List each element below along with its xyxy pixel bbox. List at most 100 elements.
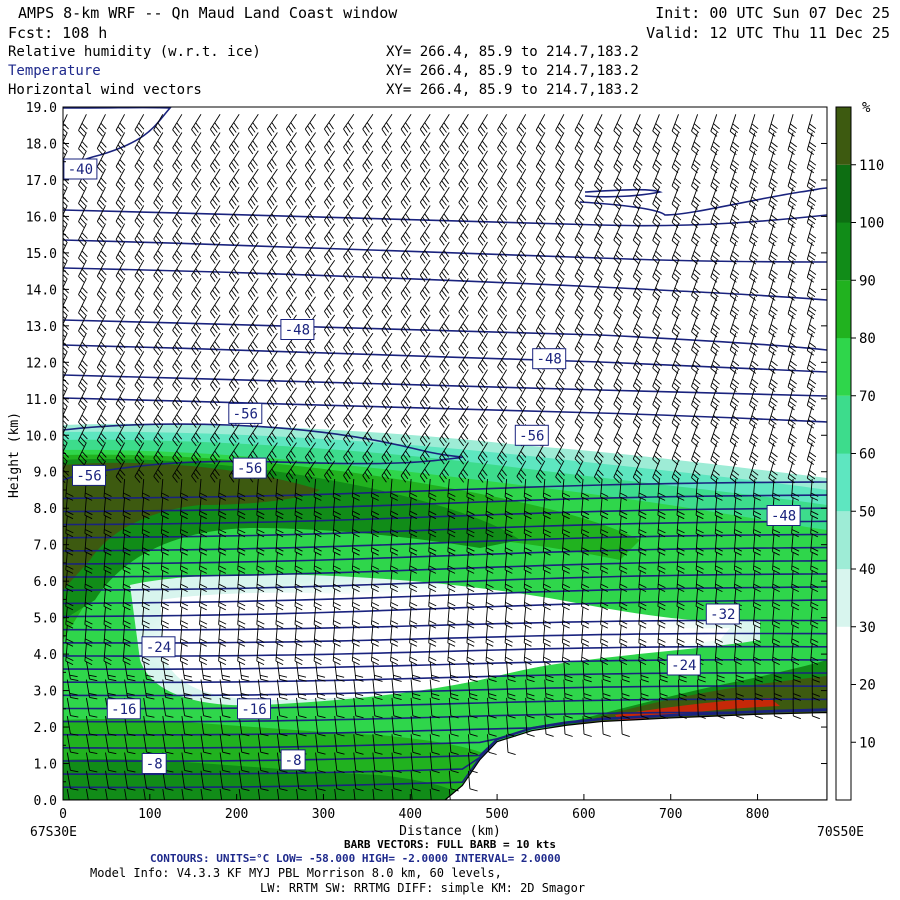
wind-barb <box>304 424 316 446</box>
wind-barb <box>419 186 431 209</box>
wind-barb <box>143 679 155 700</box>
temperature-label: -48 <box>766 505 801 526</box>
wind-barb <box>313 497 322 520</box>
wind-barb <box>806 296 817 320</box>
wind-barb <box>210 114 221 137</box>
wind-barb <box>266 314 278 337</box>
wind-barb <box>381 369 393 392</box>
wind-barb <box>638 533 647 556</box>
wind-barb <box>304 460 316 483</box>
wind-barb <box>806 168 817 192</box>
wind-barb <box>115 259 126 283</box>
wind-barb <box>370 515 380 538</box>
wind-barb <box>103 497 112 520</box>
rh-dry-slot-inner <box>160 592 730 700</box>
wind-barb <box>632 205 643 228</box>
wind-barb <box>638 588 647 611</box>
wind-barb <box>228 278 240 301</box>
wind-barb <box>199 551 208 574</box>
wind-barb <box>285 168 297 191</box>
wind-barb <box>555 405 565 429</box>
y-tick-label: 19.0 <box>26 101 57 116</box>
wind-barb <box>619 478 628 501</box>
wind-barb <box>695 624 704 647</box>
wind-barb <box>458 460 469 483</box>
wind-barb <box>96 405 107 429</box>
wind-barb <box>632 351 643 374</box>
wind-barb <box>370 624 380 647</box>
wind-barb <box>791 551 800 574</box>
wind-barb <box>691 150 701 174</box>
wind-barb <box>172 168 183 191</box>
wind-barb <box>199 478 208 501</box>
wind-barb <box>247 278 259 301</box>
wind-barb <box>162 661 174 682</box>
wind-barb <box>632 314 643 338</box>
y-tick-label: 4.0 <box>34 648 57 663</box>
wind-barb <box>542 588 551 611</box>
wind-barb <box>172 369 183 392</box>
wind-barb <box>447 606 456 629</box>
wind-barb <box>697 679 706 701</box>
wind-barb <box>304 223 316 246</box>
wind-barb <box>285 424 297 446</box>
wind-barb <box>506 716 516 737</box>
wind-barb <box>96 259 107 283</box>
wind-barb <box>535 114 546 137</box>
wind-barb <box>652 241 662 265</box>
wind-barb <box>555 150 565 173</box>
wind-barb <box>574 387 585 411</box>
contour-info: CONTOURS: UNITS=°C LOW= -58.000 HIGH= -2… <box>150 852 561 865</box>
wind-barb <box>315 734 326 755</box>
wind-barb <box>400 424 412 447</box>
wind-barb <box>362 405 374 428</box>
wind-barb <box>409 551 418 574</box>
wind-barb <box>409 570 418 593</box>
wind-barb <box>332 515 341 538</box>
wind-barb <box>428 515 437 538</box>
wind-barb <box>447 533 456 556</box>
wind-barb <box>134 205 145 228</box>
wind-barb <box>613 168 624 192</box>
wind-barb <box>218 643 227 666</box>
wind-barb <box>315 697 326 719</box>
temp-contour <box>63 546 827 565</box>
wind-barb <box>752 624 762 647</box>
x-axis: 0 100 200 300 400 500 600 700 800 <box>59 794 769 822</box>
wind-barb <box>266 168 278 191</box>
wind-barb <box>504 515 513 538</box>
wind-barb <box>78 205 88 228</box>
wind-barb <box>390 515 399 538</box>
wind-barb <box>266 132 278 155</box>
wind-barb <box>191 314 202 337</box>
wind-barb <box>256 570 265 593</box>
wind-barb <box>275 624 284 647</box>
wind-barb <box>143 716 155 736</box>
wind-barb <box>200 716 212 737</box>
wind-barb <box>593 223 604 247</box>
wind-barb <box>787 296 797 320</box>
wind-barb <box>343 351 355 373</box>
wind-barb <box>372 697 383 719</box>
temp-contour <box>63 708 827 723</box>
wind-barb <box>275 478 284 501</box>
wind-barb <box>752 533 762 556</box>
wind-barb <box>257 661 269 682</box>
wind-barb <box>362 460 374 483</box>
wind-barb <box>65 570 74 593</box>
wind-barb <box>153 405 164 429</box>
wind-barb <box>458 351 469 374</box>
wind-barb <box>334 661 345 682</box>
wind-barb <box>439 442 450 465</box>
wind-barb <box>574 259 585 283</box>
wind-barb <box>439 369 450 392</box>
wind-barb <box>266 205 278 228</box>
wind-barb <box>313 588 322 611</box>
wind-barb <box>754 679 763 701</box>
wind-barb <box>153 241 164 264</box>
wind-barb <box>791 606 800 629</box>
wind-barb <box>324 114 336 136</box>
wind-barb <box>332 551 341 574</box>
wind-barb <box>78 405 88 429</box>
wind-barb <box>477 442 488 465</box>
